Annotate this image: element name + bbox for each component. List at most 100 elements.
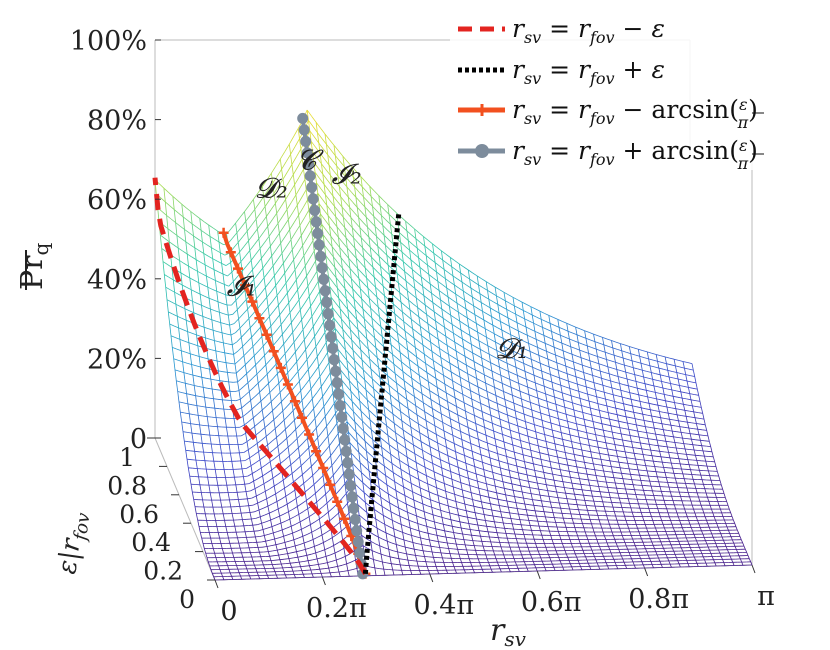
surface-grid-line	[290, 526, 293, 534]
surface-grid-line	[386, 484, 392, 489]
surface-grid-line	[648, 403, 651, 410]
surface-grid-line	[401, 361, 404, 372]
surface-grid-line	[333, 145, 336, 156]
surface-grid-line	[248, 318, 251, 328]
surface-grid-line	[463, 569, 466, 574]
surface-grid-line	[554, 547, 557, 551]
surface-grid-line	[417, 523, 420, 531]
surface-grid-line	[406, 290, 409, 301]
surface-grid-line	[378, 536, 384, 540]
surface-grid-line	[366, 277, 369, 289]
surface-grid-line	[368, 557, 374, 560]
surface-grid-line	[294, 420, 297, 430]
surface-grid-line	[459, 538, 464, 540]
surface-grid-line	[382, 481, 388, 486]
surface-grid-line	[180, 350, 183, 362]
surface-grid-line	[593, 500, 596, 507]
surface-grid-line	[467, 497, 473, 500]
surface-grid-line	[689, 496, 692, 502]
surface-grid-line	[521, 554, 524, 559]
surface-grid-line	[322, 502, 328, 508]
surface-grid-line	[463, 539, 469, 541]
surface-grid-line	[446, 447, 449, 456]
surface-grid-line	[602, 337, 605, 345]
surface-grid-line	[451, 426, 454, 436]
surface-grid-line	[299, 381, 302, 391]
surface-grid-line	[521, 491, 524, 499]
surface-grid-line	[274, 554, 279, 557]
surface-grid-line	[643, 376, 646, 384]
surface-grid-line	[532, 417, 535, 425]
surface-grid-line	[228, 381, 231, 392]
surface-grid-line	[442, 524, 445, 531]
surface-grid-line	[691, 474, 694, 480]
surface-grid-line	[644, 524, 647, 529]
surface-grid-line	[408, 300, 411, 310]
surface-grid-line	[583, 553, 586, 557]
surface-grid-line	[258, 575, 261, 579]
surface-grid-line	[282, 503, 288, 507]
surface-grid-line	[386, 425, 389, 436]
surface-grid-line	[397, 451, 400, 461]
surface-grid-line	[550, 467, 553, 475]
surface-grid-line	[508, 470, 511, 478]
surface-grid-line	[468, 326, 471, 336]
surface-grid-line	[432, 463, 438, 466]
surface-grid-line	[247, 542, 250, 548]
surface-grid-line	[478, 488, 481, 496]
surface-grid-line	[167, 228, 170, 242]
surface-grid-line	[619, 383, 622, 391]
surface-grid-line	[440, 357, 443, 367]
surface-grid-line	[291, 551, 297, 554]
surface-grid-line	[512, 297, 515, 306]
surface-grid-line	[229, 325, 232, 336]
surface-grid-line	[620, 343, 623, 351]
surface-grid-line	[278, 479, 284, 484]
surface-grid-line	[546, 521, 549, 527]
surface-grid-line	[400, 411, 403, 421]
surface-grid-line	[423, 531, 429, 534]
surface-grid-line	[159, 235, 163, 249]
surface-grid-line	[396, 273, 399, 283]
surface-grid-line	[389, 556, 392, 564]
surface-grid-line	[567, 557, 570, 561]
surface-grid-line	[676, 512, 679, 517]
surface-grid-line	[219, 538, 222, 544]
surface-grid-line	[351, 401, 357, 407]
surface-grid-line	[284, 353, 287, 364]
surface-grid-line	[402, 509, 408, 513]
surface-grid-line	[705, 540, 708, 545]
surface-grid-line	[665, 441, 668, 447]
surface-grid-line	[262, 529, 265, 536]
surface-grid-line	[412, 387, 415, 397]
surface-grid-line	[313, 408, 316, 419]
surface-grid-line	[563, 445, 566, 453]
surface-grid-line	[483, 319, 486, 329]
surface-grid-line	[378, 512, 384, 516]
surface-grid-line	[202, 543, 205, 549]
surface-grid-line	[626, 493, 629, 499]
surface-grid-line	[662, 524, 665, 529]
surface-grid-line	[457, 549, 460, 555]
surface-grid-line	[366, 538, 372, 542]
surface-grid-line	[505, 494, 511, 497]
surface-grid-line	[312, 536, 318, 540]
surface-grid-line	[267, 503, 273, 507]
surface-grid-line	[594, 389, 597, 397]
surface-grid-line	[478, 340, 481, 350]
surface-grid-line	[294, 490, 297, 499]
surface-grid-line	[416, 515, 419, 524]
surface-grid-line	[334, 155, 338, 166]
surface-grid-line	[184, 383, 187, 394]
surface-grid-line	[208, 485, 211, 493]
surface-grid-line	[506, 517, 511, 519]
surface-grid-line	[287, 532, 293, 536]
surface-grid-line	[582, 412, 585, 420]
surface-grid-line	[472, 499, 478, 502]
surface-grid-line	[610, 466, 613, 473]
surface-grid-line	[305, 524, 311, 528]
surface-grid-line	[447, 455, 450, 464]
surface-grid-line	[696, 492, 699, 498]
surface-grid-line	[201, 443, 204, 453]
surface-grid-line	[496, 350, 499, 359]
